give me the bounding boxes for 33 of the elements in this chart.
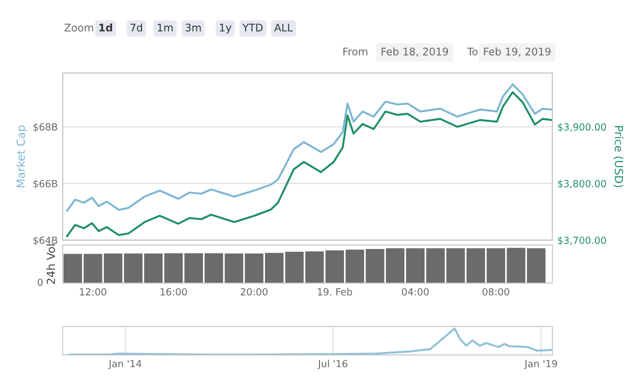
text: ALL <box>274 24 293 32</box>
text: 3m <box>186 24 201 32</box>
text: 1d <box>99 23 112 32</box>
text: Zoom <box>64 24 94 32</box>
text: 1m <box>158 24 173 32</box>
x-tick-label: Jan '14 <box>108 360 142 370</box>
text: 0 <box>38 278 43 286</box>
x-tick-label: Jan '19 <box>524 360 558 370</box>
y-tick-label: $68B <box>33 123 58 132</box>
text: 7d <box>130 23 142 32</box>
text: From <box>343 48 368 56</box>
y-axis-title: 24h Vol <box>46 244 56 284</box>
line-series <box>66 91 552 238</box>
x-tick-label: Jul '16 <box>318 360 348 370</box>
x-tick-label: 19. Feb <box>318 288 352 296</box>
x-tick-label: 12:00 <box>80 288 106 296</box>
y2-tick-label: $3,700.00 <box>558 236 606 246</box>
line-series <box>66 83 552 212</box>
x-tick-label: 20:00 <box>240 288 268 296</box>
x-tick-label: 16:00 <box>160 288 187 296</box>
x-tick-label: 08:00 <box>482 288 510 296</box>
x-tick-label: 04:00 <box>402 288 429 296</box>
text: YTD <box>242 24 263 32</box>
y2-axis-title: Price (USD) <box>613 126 624 188</box>
y-axis-title: Market Cap <box>16 125 28 188</box>
y-tick-label: $64B <box>33 236 58 246</box>
y-tick-label: $66B <box>33 180 58 189</box>
text: Feb 19, 2019 <box>484 47 550 57</box>
text: 1y <box>220 24 232 34</box>
text: Feb 18, 2019 <box>382 47 448 57</box>
text: To <box>467 48 478 56</box>
y2-tick-label: $3,900.00 <box>558 123 606 132</box>
y2-tick-label: $3,800.00 <box>558 180 606 189</box>
